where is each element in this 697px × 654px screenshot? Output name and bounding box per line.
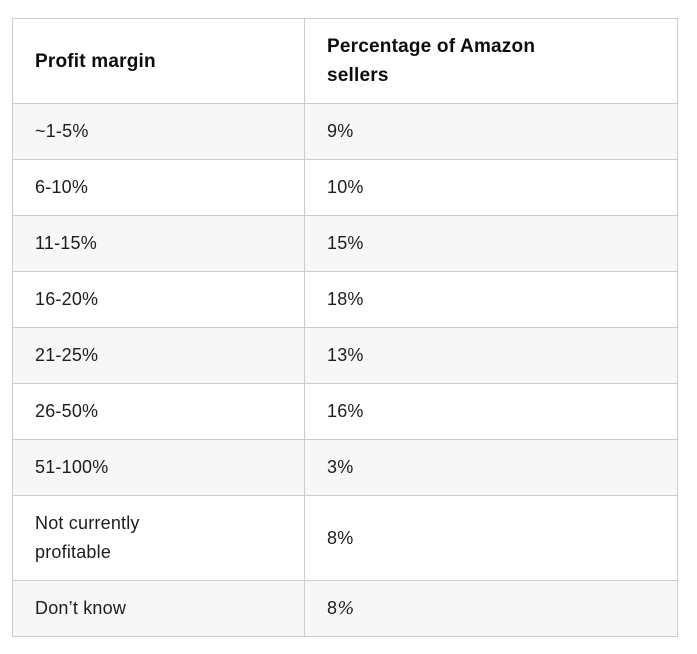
table-row: 16-20% 18%	[12, 271, 678, 328]
row-label-wrapped: Not currently profitable	[35, 513, 140, 562]
row-value-cell: 15%	[304, 215, 678, 272]
table-row: 21-25% 13%	[12, 327, 678, 384]
row-value-cell: 10%	[304, 159, 678, 216]
table-row: ~1-5% 9%	[12, 103, 678, 160]
row-label-cell: ~1-5%	[12, 103, 305, 160]
col-header-profit-margin-label: Profit margin	[35, 50, 156, 72]
row-value-cell: 9%	[304, 103, 678, 160]
table-row: 11-15% 15%	[12, 215, 678, 272]
row-value-cell: 18%	[304, 271, 678, 328]
row-value-number: 8	[327, 598, 338, 618]
row-value-cell: 13%	[304, 327, 678, 384]
col-header-percentage-sellers: Percentage of Amazon sellers	[304, 18, 678, 104]
row-label-cell: Don’t know	[12, 580, 305, 637]
table-row: Not currently profitable 8%	[12, 495, 678, 581]
row-label-cell: 6-10%	[12, 159, 305, 216]
row-label-cell: 11-15%	[12, 215, 305, 272]
table-header: Profit margin Percentage of Amazon selle…	[12, 18, 678, 104]
row-label-cell: Not currently profitable	[12, 495, 305, 581]
col-header-percentage-sellers-label: Percentage of Amazon sellers	[327, 36, 536, 86]
italic-percent-sign: %	[337, 598, 355, 619]
col-header-profit-margin: Profit margin	[12, 18, 305, 104]
table-body: ~1-5% 9% 6-10% 10% 11-15% 15% 16-20% 18%…	[12, 103, 678, 637]
row-label-cell: 21-25%	[12, 327, 305, 384]
table-row: 26-50% 16%	[12, 383, 678, 440]
row-label-cell: 51-100%	[12, 439, 305, 496]
table-row: 51-100% 3%	[12, 439, 678, 496]
header-row: Profit margin Percentage of Amazon selle…	[12, 18, 678, 104]
row-value-cell: 16%	[304, 383, 678, 440]
row-value-cell: 3%	[304, 439, 678, 496]
profit-margin-table: Profit margin Percentage of Amazon selle…	[12, 18, 678, 637]
row-label-cell: 16-20%	[12, 271, 305, 328]
row-label-cell: 26-50%	[12, 383, 305, 440]
table-row: Don’t know 8%	[12, 580, 678, 637]
table-row: 6-10% 10%	[12, 159, 678, 216]
row-value-cell: 8%	[304, 580, 678, 637]
row-value-cell: 8%	[304, 495, 678, 581]
